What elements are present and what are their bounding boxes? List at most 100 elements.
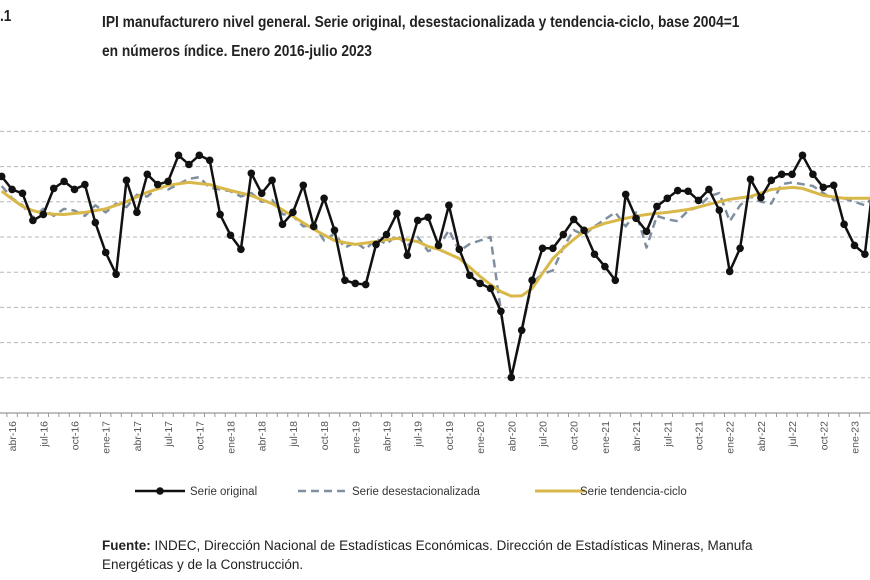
data-point [559, 230, 568, 239]
data-point [247, 169, 256, 178]
data-point [663, 194, 672, 203]
x-tick-label: oct-17 [194, 421, 206, 450]
data-point [257, 189, 266, 198]
legend-item: Serie original [135, 486, 257, 498]
data-point [476, 279, 484, 288]
x-tick-label: jul-22 [787, 421, 799, 448]
x-tick-label: ene-17 [101, 421, 113, 454]
x-tick-label: jul-19 [413, 421, 425, 448]
x-axis [0, 412, 870, 417]
data-point [299, 181, 308, 190]
legend-item: Serie desestacionalizada [298, 486, 480, 498]
source-label: Fuente: [102, 538, 151, 553]
x-tick-label: abr-16 [7, 421, 19, 452]
source-text-line1: INDEC, Dirección Nacional de Estadística… [150, 538, 753, 553]
gridlines [0, 130, 870, 379]
data-point [174, 151, 183, 160]
data-point [330, 226, 339, 235]
data-point [351, 279, 360, 288]
x-tick-label: oct-18 [319, 421, 331, 450]
x-tick-labels: abr-16 jul-16 oct-16 ene-17 abr-17 jul-17 oct-… [7, 421, 861, 454]
x-tick-label: abr-18 [257, 421, 269, 452]
data-point [39, 210, 48, 219]
data-point [361, 280, 370, 289]
data-point [8, 185, 16, 194]
data-point [507, 373, 516, 382]
data-point [777, 170, 786, 179]
data-point [382, 230, 391, 239]
data-point [195, 151, 204, 160]
data-point [60, 177, 68, 186]
x-tick-label: ene-20 [475, 421, 487, 454]
data-point [694, 196, 703, 205]
data-point [580, 226, 588, 235]
data-point [684, 187, 692, 196]
x-tick-label: abr-22 [756, 421, 768, 452]
x-tick-label: jul-18 [288, 421, 300, 448]
chart-title-line2: en números índice. Enero 2016-julio 2023 [102, 43, 372, 60]
x-tick-label: oct-22 [818, 421, 830, 450]
data-point [372, 240, 380, 249]
data-point [819, 183, 828, 192]
x-tick-label: jul-17 [163, 421, 175, 448]
x-tick-label: jul-16 [38, 421, 50, 448]
legend-label: Serie original [190, 486, 257, 498]
data-point [569, 215, 578, 224]
data-point [798, 151, 807, 160]
data-point [112, 270, 120, 279]
data-point [91, 218, 100, 227]
data-point [278, 220, 287, 229]
data-point [486, 284, 495, 293]
legend: Serie original Serie desestacionalizada Se… [135, 486, 687, 498]
data-point [829, 181, 838, 190]
data-point [715, 206, 724, 215]
data-point [237, 245, 245, 254]
x-tick-label: jul-21 [662, 421, 674, 448]
data-point [29, 216, 37, 225]
data-point [216, 210, 224, 219]
data-point [465, 271, 474, 280]
data-point [164, 177, 172, 186]
data-point [767, 176, 776, 185]
data-point [840, 220, 848, 229]
data-point [601, 262, 609, 271]
x-tick-label: ene-19 [350, 421, 362, 454]
data-point [101, 248, 110, 257]
legend-item: Serie tendencia-ciclo [535, 486, 687, 498]
data-point [341, 276, 349, 285]
data-point [809, 170, 817, 179]
data-point [611, 276, 620, 285]
data-point [455, 245, 464, 254]
source-text-line2: Energéticas y de la Construcción. [102, 557, 304, 572]
data-point [590, 250, 599, 259]
data-point [632, 214, 640, 223]
series-line-2 [0, 180, 870, 298]
data-point [122, 176, 131, 185]
data-point [653, 202, 661, 211]
x-tick-label: jul-20 [538, 421, 550, 448]
x-tick-label: oct-16 [70, 421, 82, 450]
data-point [320, 194, 328, 203]
data-point [642, 227, 651, 236]
data-point [705, 185, 713, 194]
data-point [81, 180, 89, 189]
data-point [434, 241, 443, 250]
chart-title: IPI manufacturero nivel general. Serie o… [102, 8, 739, 66]
data-point [205, 156, 214, 165]
data-point [746, 175, 755, 184]
legend-label: Serie desestacionalizada [352, 486, 480, 498]
series-lines [0, 151, 870, 382]
x-tick-label: oct-20 [569, 421, 581, 450]
data-point [528, 276, 536, 285]
data-point [736, 244, 744, 253]
x-tick-label: oct-19 [444, 421, 456, 450]
series-line-1 [0, 175, 870, 379]
data-point [133, 208, 141, 217]
data-point [268, 176, 276, 185]
data-point [403, 251, 412, 260]
data-point [621, 190, 630, 199]
data-point [725, 267, 734, 276]
x-tick-label: abr-19 [382, 421, 394, 452]
data-point [788, 170, 796, 179]
data-point [309, 222, 318, 231]
